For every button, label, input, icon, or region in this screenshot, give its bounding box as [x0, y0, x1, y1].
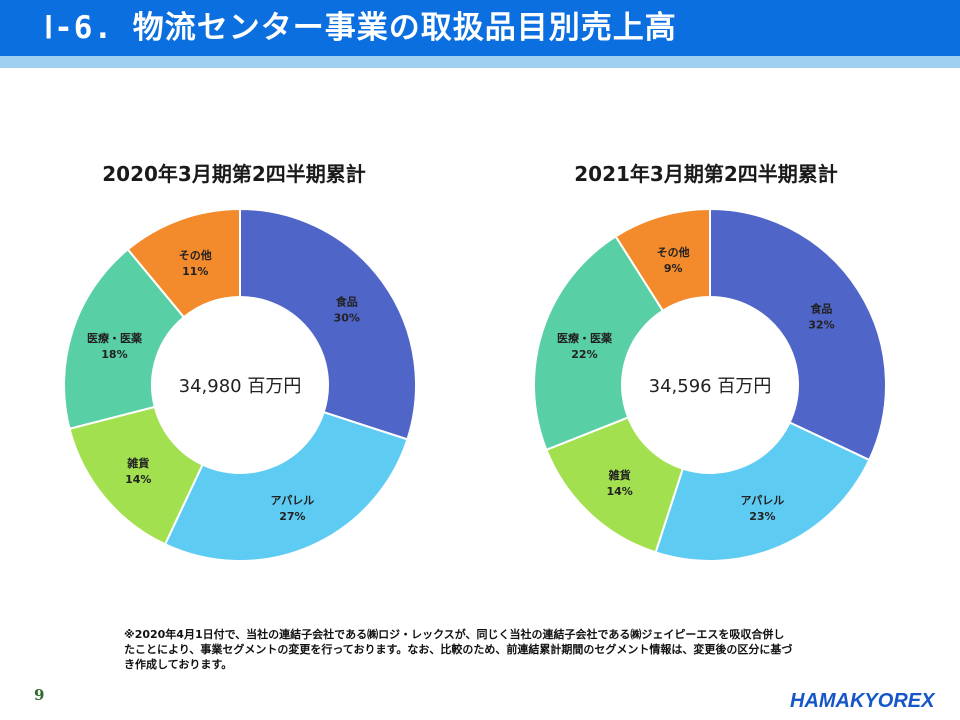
slice-goods [68, 405, 204, 546]
slice-apparel [163, 410, 409, 562]
company-logo: HAMAKYOREX [790, 690, 935, 712]
slice-value-apparel: 27% [279, 510, 305, 523]
slice-apparel [654, 421, 871, 562]
slice-label-medical: 医療・医薬 [87, 331, 143, 345]
slice-label-food: 食品 [810, 301, 832, 315]
slice-other [126, 207, 241, 319]
chart-title-2020: 2020年3月期第2四半期累計 [102, 162, 366, 186]
slice-value-medical: 22% [571, 348, 597, 361]
slice-value-food: 30% [334, 311, 360, 324]
header-accent-strip [0, 56, 960, 68]
slice-label-other: その他 [179, 248, 212, 262]
slice-value-apparel: 23% [749, 510, 775, 523]
slice-label-food: 食品 [336, 294, 358, 308]
donut-center-total: 34,596 百万円 [649, 376, 772, 397]
chart-title-2021: 2021年3月期第2四半期累計 [574, 162, 838, 186]
donut-center-total: 34,980 百万円 [179, 376, 302, 397]
slice-value-medical: 18% [101, 348, 127, 361]
slice-medical [533, 235, 665, 452]
slice-other [614, 207, 711, 313]
slice-label-medical: 医療・医薬 [557, 331, 613, 345]
page-number: 9 [34, 686, 45, 704]
header-bar [0, 0, 960, 56]
slice-food [239, 207, 417, 441]
slice-label-apparel: アパレル [271, 494, 315, 507]
slice-label-other: その他 [657, 245, 690, 259]
slice-value-other: 11% [182, 265, 208, 278]
slice-medical [63, 247, 186, 430]
slice-value-food: 32% [808, 318, 834, 331]
slice-value-goods: 14% [606, 485, 632, 498]
donut-chart-2020: 食品 30% アパレル 27% 雑貨 14% 医療・医薬 18% その他 11% 34,980 百万… [63, 207, 417, 562]
slice-label-goods: 雑貨 [608, 468, 631, 482]
slice-goods [545, 416, 685, 554]
slice-label-apparel: アパレル [741, 494, 785, 507]
slide-title: Ⅰ-6. 物流センター事業の取扱品目別売上高 [44, 10, 677, 46]
slice-food [709, 207, 887, 462]
slice-value-other: 9% [664, 262, 683, 275]
slice-label-goods: 雑貨 [126, 456, 149, 470]
footnote: ※2020年4月1日付で、当社の連結子会社である㈱ロジ・レックスが、同じく当社の… [124, 628, 793, 671]
slice-value-goods: 14% [125, 473, 151, 486]
donut-chart-2021: 食品 32% アパレル 23% 雑貨 14% 医療・医薬 22% その他 9% 34,596 百万円 [533, 207, 887, 562]
